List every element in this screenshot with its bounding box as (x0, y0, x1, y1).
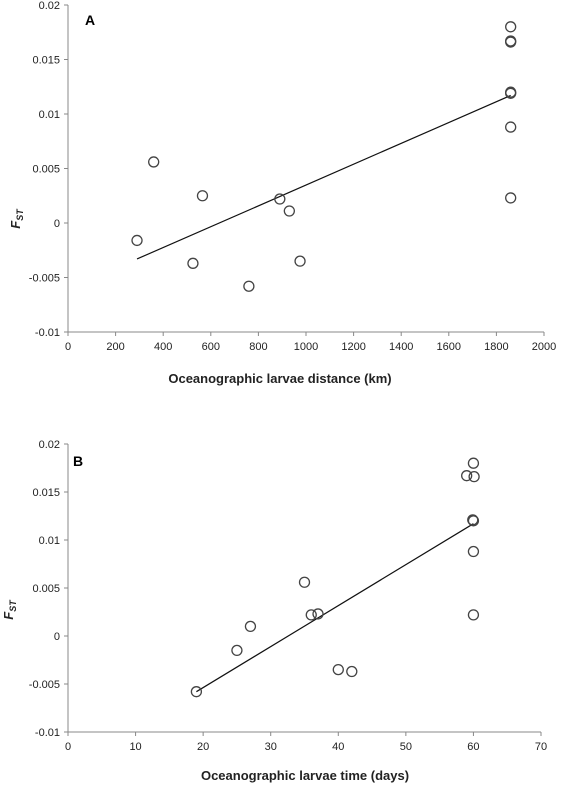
x-tick-label: 1800 (484, 341, 508, 353)
data-point (187, 257, 199, 269)
y-tick-label: 0 (54, 218, 60, 230)
y-tick-label: 0.005 (32, 164, 60, 176)
x-tick-label: 1400 (389, 341, 413, 353)
panel-label: A (85, 12, 95, 28)
data-point (505, 192, 517, 204)
y-axis-title: FST (8, 208, 25, 229)
data-point (305, 609, 317, 621)
x-tick-label: 400 (154, 341, 172, 353)
data-point (468, 470, 480, 483)
trend-line (136, 94, 511, 260)
x-tick-label: 10 (129, 741, 141, 753)
x-tick-label: 0 (65, 741, 71, 753)
y-tick-label: 0.02 (39, 439, 60, 451)
x-axis-title: Oceanographic larvae distance (km) (168, 371, 391, 386)
y-tick-label: 0.02 (39, 0, 60, 12)
data-point (467, 609, 480, 621)
x-tick-label: 70 (535, 741, 547, 753)
y-tick-label: 0.01 (39, 109, 60, 121)
y-tick-label: -0.005 (29, 273, 60, 285)
trend-line (196, 523, 474, 693)
data-point (332, 663, 344, 676)
y-tick-label: 0.015 (32, 55, 60, 67)
x-tick-label: 2000 (532, 341, 556, 353)
y-tick-label: -0.01 (35, 327, 60, 339)
y-axis-title-main: F (8, 220, 23, 229)
data-point (283, 205, 295, 217)
x-tick-label: 60 (467, 741, 479, 753)
x-tick-label: 600 (202, 341, 220, 353)
y-axis-title: FST (1, 599, 18, 620)
y-axis-title-sub: ST (8, 599, 18, 612)
data-point (505, 121, 517, 133)
x-tick-label: 40 (332, 741, 344, 753)
data-point (467, 514, 479, 526)
y-tick-label: -0.01 (35, 727, 60, 739)
data-point (243, 280, 255, 292)
data-point (461, 470, 473, 482)
x-tick-label: 1200 (341, 341, 365, 353)
data-point (467, 457, 480, 469)
y-tick-label: 0.01 (39, 535, 60, 547)
data-point (244, 620, 257, 633)
chart-panel-a: A Oceanographic larvae distance (km) FST… (8, 0, 556, 386)
x-tick-label: 800 (249, 341, 267, 353)
data-point (467, 545, 480, 558)
data-point (505, 36, 517, 48)
x-tick-label: 0 (65, 341, 71, 353)
data-point (131, 234, 143, 247)
data-point (294, 255, 306, 267)
panel-label: B (73, 453, 83, 469)
data-point (196, 190, 209, 202)
data-point (274, 193, 286, 205)
y-tick-label: 0.005 (32, 583, 60, 595)
x-tick-label: 1600 (437, 341, 461, 353)
svg-text:FST: FST (1, 599, 18, 620)
y-tick-label: 0.015 (32, 487, 60, 499)
data-point (148, 156, 160, 168)
data-point (231, 644, 243, 657)
data-point (505, 87, 517, 99)
data-point (505, 21, 517, 33)
y-axis-title-main: F (1, 611, 16, 620)
x-tick-label: 200 (106, 341, 124, 353)
data-point (190, 686, 203, 698)
data-point (346, 665, 358, 678)
x-tick-label: 1000 (294, 341, 318, 353)
y-tick-label: 0 (54, 631, 60, 643)
x-tick-label: 30 (265, 741, 277, 753)
chart-panel-b: B Oceanographic larvae time (days) FST -… (1, 439, 547, 783)
svg-text:FST: FST (8, 208, 25, 229)
data-point (312, 608, 324, 620)
x-tick-label: 50 (400, 741, 412, 753)
y-axis-title-sub: ST (15, 208, 25, 221)
y-tick-label: -0.005 (29, 679, 60, 691)
data-point (298, 576, 311, 588)
x-tick-label: 20 (197, 741, 209, 753)
x-axis-title: Oceanographic larvae time (days) (201, 768, 409, 783)
